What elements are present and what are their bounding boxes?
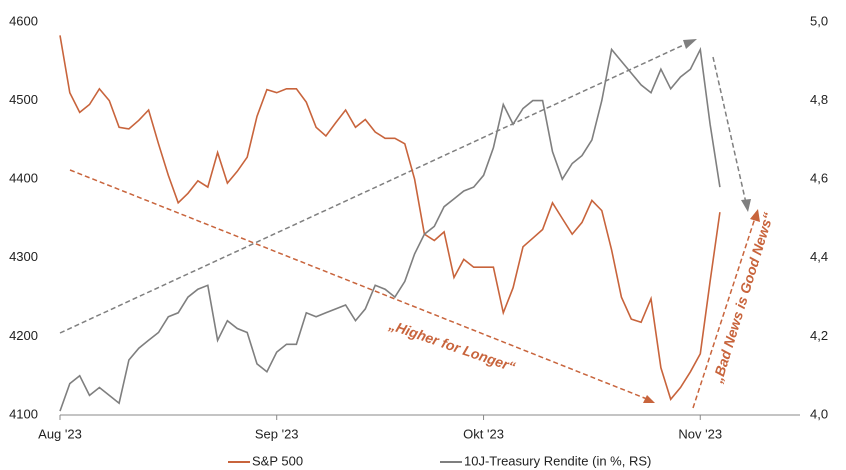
trend-arrow [712,56,747,204]
trend-arrow [59,41,691,334]
x-tick-label: Aug '23 [38,426,82,441]
y2-tick-label: 4,0 [810,406,828,421]
y-tick-label: 4300 [9,249,38,264]
arrow-head [643,395,655,403]
arrow-head [741,199,751,212]
legend-label: 10J-Treasury Rendite (in %, RS) [464,453,651,468]
trend-arrow [692,217,756,409]
trend-arrow [69,169,653,402]
y2-tick-label: 4,2 [810,328,828,343]
x-tick-label: Nov '23 [678,426,722,441]
series-line [59,46,721,412]
legend-label: S&P 500 [252,453,303,468]
x-tick-label: Sep '23 [255,426,299,441]
series-line [59,35,721,401]
y2-tick-label: 4,6 [810,171,828,186]
annotation: „Higher for Longer“ [386,316,517,375]
y-tick-label: 4100 [9,406,38,421]
y-tick-label: 4200 [9,328,38,343]
y-tick-label: 4500 [9,92,38,107]
y-tick-label: 4400 [9,171,38,186]
annotation: „Bad News is Good News“ [709,210,776,385]
y2-tick-label: 4,4 [810,249,828,264]
y2-tick-label: 5,0 [810,13,828,28]
x-tick-label: Okt '23 [463,426,504,441]
y-tick-label: 4600 [9,13,38,28]
y2-tick-label: 4,8 [810,92,828,107]
arrow-head [683,39,697,49]
arrow-head [750,209,760,222]
